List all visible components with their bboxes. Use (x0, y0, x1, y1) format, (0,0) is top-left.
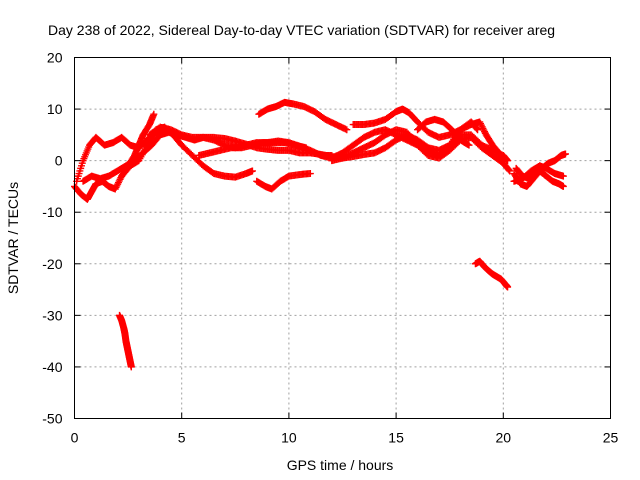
x-tick-label: 20 (496, 430, 512, 446)
data-point (478, 123, 486, 131)
x-axis-label: GPS time / hours (287, 457, 394, 473)
x-tick-label: 0 (71, 430, 79, 446)
chart-title: Day 238 of 2022, Sidereal Day-to-day VTE… (48, 22, 555, 38)
data-point (112, 183, 120, 191)
data-point (477, 121, 485, 129)
data-point (561, 150, 569, 158)
y-tick-label: -50 (42, 411, 62, 427)
data-point (474, 126, 482, 134)
series-arc-q (471, 257, 512, 291)
data-point (559, 182, 567, 190)
series-arc-k (328, 126, 514, 175)
x-tick-label: 10 (281, 430, 297, 446)
data-points (71, 98, 569, 371)
series-arc-b (73, 123, 256, 185)
data-point (505, 166, 513, 174)
data-point (115, 177, 123, 185)
data-point (114, 179, 122, 187)
data-point (465, 141, 473, 149)
series-arc-o (510, 162, 567, 185)
series-arc-l (414, 115, 473, 149)
plot-frame (74, 57, 611, 419)
y-tick-label: 20 (47, 50, 63, 66)
data-point (479, 124, 487, 132)
x-tick-label: 25 (603, 430, 619, 446)
y-tick-label: -30 (42, 307, 62, 323)
data-point (504, 283, 512, 291)
data-point (248, 167, 256, 175)
y-tick-label: -40 (42, 359, 62, 375)
axis-ticks: 0 5 10 15 20 25 -50 -40 -30 -20 -10 0 10 20 (42, 50, 618, 446)
data-point (116, 175, 124, 183)
data-point (476, 118, 484, 126)
y-tick-label: -10 (42, 204, 62, 220)
data-point (477, 120, 485, 128)
grid-lines (74, 57, 611, 419)
data-point (114, 180, 122, 188)
x-tick-label: 15 (388, 430, 404, 446)
y-tick-label: -20 (42, 256, 62, 272)
data-point (111, 185, 119, 193)
y-axis-label: SDTVAR / TECUs (5, 182, 21, 294)
data-point (113, 182, 121, 190)
series-arc-d (118, 110, 158, 180)
series-arc-p (116, 311, 135, 371)
data-point (343, 126, 351, 134)
series-arc-h (255, 98, 351, 134)
y-tick-label: 0 (55, 153, 63, 169)
data-point (481, 128, 489, 136)
x-tick-label: 5 (178, 430, 186, 446)
data-point (506, 167, 514, 175)
data-point (306, 170, 314, 178)
data-point (150, 110, 158, 118)
series-arc-g (253, 170, 314, 193)
data-point (559, 172, 567, 180)
data-point (480, 126, 488, 134)
y-tick-label: 10 (47, 101, 63, 117)
data-point (127, 363, 135, 371)
